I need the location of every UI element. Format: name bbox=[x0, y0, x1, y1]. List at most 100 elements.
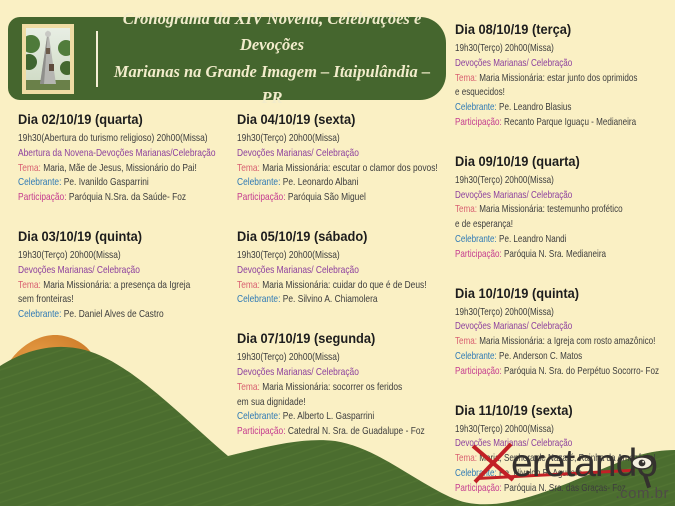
entry-line: Participação: Catedral N. Sra. de Guadal… bbox=[237, 424, 425, 439]
entry-text: 19h30(Terço) 20h00(Missa) bbox=[237, 132, 340, 144]
entry-date: Dia 11/10/19 (sexta) bbox=[455, 402, 573, 418]
entry-text: Maria Missionária: estar junto dos oprim… bbox=[477, 71, 638, 84]
mary-statue-photo bbox=[22, 23, 74, 94]
entry-line: Celebrante: Pe. Alberto L. Gasparrini bbox=[237, 409, 410, 424]
entry-label-devocao: Devoções Marianas/ Celebração bbox=[237, 146, 359, 159]
schedule-entry: Dia 07/10/19 (segunda) 19h30(Terço) 20h00… bbox=[237, 331, 453, 439]
entry-line: 19h30(Abertura do turismo religioso) 20h… bbox=[18, 131, 208, 146]
entry-date: Dia 04/10/19 (sexta) bbox=[237, 112, 356, 127]
entry-label-tema: Tema: bbox=[237, 278, 260, 291]
entry-line: 19h30(Terço) 20h00(Missa) bbox=[455, 422, 624, 437]
entry-line: Celebrante: Pe. Leandro Nandi bbox=[455, 232, 624, 247]
entry-label-devocao: Devoções Marianas/ Celebração bbox=[455, 437, 573, 450]
entry-label-devocao: Devoções Marianas/ Celebração bbox=[455, 320, 573, 333]
entry-line: 19h30(Terço) 20h00(Missa) bbox=[237, 350, 410, 365]
entry-text: Recanto Parque Iguaçu - Medianeira bbox=[501, 115, 637, 128]
schedule-column-2: Dia 04/10/19 (sexta) 19h30(Terço) 20h00(M… bbox=[237, 112, 453, 463]
entry-text: Pe. Alberto L. Gasparrini bbox=[280, 410, 375, 423]
watermark-domain: .com.br bbox=[615, 485, 669, 502]
entry-label-celebrante: Celebrante: bbox=[455, 101, 497, 114]
entry-line: Devoções Marianas/ Celebração bbox=[18, 263, 191, 278]
schedule-entry: Dia 08/10/19 (terça) 19h30(Terço) 20h00(M… bbox=[455, 22, 675, 130]
entry-line: Devoções Marianas/ Celebração bbox=[237, 365, 410, 380]
entry-date: Dia 09/10/19 (quarta) bbox=[455, 153, 580, 169]
schedule-entry: Dia 04/10/19 (sexta) 19h30(Terço) 20h00(M… bbox=[237, 112, 453, 205]
entry-label-tema: Tema: bbox=[18, 161, 41, 174]
entry-text: e de esperança! bbox=[455, 218, 513, 231]
entry-label-participacao: Participação: bbox=[237, 191, 286, 204]
entry-text: Maria Missionária: socorrer os feridos bbox=[259, 380, 403, 393]
entry-line: Celebrante: Pe. Leonardo Albani bbox=[237, 175, 410, 190]
schedule-entry: Dia 02/10/19 (quarta) 19h30(Abertura do t… bbox=[18, 112, 234, 205]
entry-text: 19h30(Terço) 20h00(Missa) bbox=[455, 173, 554, 186]
entry-text: 19h30(Terço) 20h00(Missa) bbox=[18, 248, 121, 261]
entry-text: Pe. Leandro Blasius bbox=[496, 101, 572, 114]
entry-label-participacao: Participação: bbox=[455, 481, 502, 494]
entry-text: Catedral N. Sra. de Guadalupe - Foz bbox=[285, 425, 425, 438]
entry-text: Pe. Daniel Alves de Castro bbox=[61, 308, 164, 321]
entry-text: Maria Missionária: a presença da Igreja bbox=[40, 278, 191, 291]
entry-text: Pe. Ivanildo Gasparrini bbox=[61, 176, 149, 189]
entry-line: Devoções Marianas/ Celebração bbox=[455, 436, 624, 451]
entry-label-tema: Tema: bbox=[237, 380, 260, 393]
entry-line: Celebrante: Pe. Daniel Alves de Castro bbox=[18, 307, 191, 322]
entry-line: Participação: Paróquia N.Sra. da Saúde- … bbox=[18, 190, 191, 205]
page-title-line1: Cronograma da XIV Novena, Celebrações e … bbox=[122, 8, 422, 55]
entry-label-devocao: Devoções Marianas/ Celebração bbox=[237, 365, 359, 378]
entry-text: Maria Missionária: testemunho profético bbox=[477, 203, 623, 216]
entry-text: Paróquia São Miguel bbox=[285, 191, 366, 204]
entry-label-devocao: Devoções Marianas/ Celebração bbox=[237, 263, 359, 276]
entry-label-celebrante: Celebrante: bbox=[18, 176, 62, 189]
entry-label-participacao: Participação: bbox=[455, 364, 502, 377]
schedule-column-1: Dia 02/10/19 (quarta) 19h30(Abertura do t… bbox=[18, 112, 234, 346]
schedule-entry: Dia 09/10/19 (quarta) 19h30(Terço) 20h00(… bbox=[455, 154, 675, 262]
entry-label-tema: Tema: bbox=[18, 278, 41, 291]
schedule-entry: Dia 03/10/19 (quinta) 19h30(Terço) 20h00(… bbox=[18, 229, 234, 322]
entry-text: em sua dignidade! bbox=[237, 395, 306, 408]
entry-line: Tema: Maria Missionária: cuidar do que é… bbox=[237, 278, 427, 293]
entry-line: e esquecidos! bbox=[455, 85, 624, 100]
entry-label-devocao: Devoções Marianas/ Celebração bbox=[455, 188, 573, 201]
entry-date: Dia 08/10/19 (terça) bbox=[455, 22, 572, 37]
entry-text: Pe. Silvino A. Chiamolera bbox=[280, 293, 378, 306]
entry-text: 19h30(Terço) 20h00(Missa) bbox=[455, 422, 554, 435]
entry-line: 19h30(Terço) 20h00(Missa) bbox=[18, 248, 191, 263]
entry-line: Tema: Maria, Senhora de Nazaré, Rainha d… bbox=[455, 451, 655, 466]
entry-line: Participação: Recanto Parque Iguaçu - Me… bbox=[455, 115, 636, 130]
entry-line: sem fronteiras! bbox=[18, 292, 191, 307]
entry-line: 19h30(Terço) 20h00(Missa) bbox=[455, 305, 624, 320]
entry-line: Participação: Paróquia São Miguel bbox=[237, 190, 410, 205]
entry-label-celebrante: Celebrante: bbox=[455, 349, 497, 362]
entry-label-tema: Tema: bbox=[237, 161, 260, 174]
entry-line: Tema: Maria Missionária: a presença da I… bbox=[18, 278, 191, 293]
entry-line: Devoções Marianas/ Celebração bbox=[455, 319, 624, 334]
entry-text: Pe. Leandro Nandi bbox=[496, 232, 567, 245]
watermark: eretando .com.br bbox=[463, 430, 673, 502]
schedule-entry: Dia 05/10/19 (sábado) 19h30(Terço) 20h00(… bbox=[237, 229, 453, 307]
entry-line: 19h30(Terço) 20h00(Missa) bbox=[455, 173, 624, 188]
entry-line: Devoções Marianas/ Celebração bbox=[455, 56, 624, 71]
entry-text: Maria Missionária: a Igreja com rosto am… bbox=[477, 335, 656, 348]
entry-label-participacao: Participação: bbox=[455, 247, 502, 260]
entry-label-tema: Tema: bbox=[455, 335, 478, 348]
entry-label-celebrante: Celebrante: bbox=[18, 308, 62, 321]
entry-text: 19h30(Abertura do turismo religioso) 20h… bbox=[18, 132, 208, 144]
entry-date: Dia 07/10/19 (segunda) bbox=[237, 331, 376, 347]
entry-line: 19h30(Terço) 20h00(Missa) bbox=[455, 41, 624, 56]
entry-line: Devoções Marianas/ Celebração bbox=[237, 263, 410, 278]
entry-label-tema: Tema: bbox=[455, 71, 478, 84]
entry-text: sem fronteiras! bbox=[18, 293, 74, 306]
header-divider bbox=[96, 30, 98, 87]
entry-text: Paróquia N. Sra. das Graças- Foz bbox=[501, 481, 626, 494]
entry-text: Pe. Anderson C. Matos bbox=[496, 349, 583, 362]
entry-text: Maria Missionária: escutar o clamor dos … bbox=[259, 161, 438, 174]
entry-line: 19h30(Terço) 20h00(Missa) bbox=[237, 248, 410, 263]
entry-text: Paróquia N.Sra. da Saúde- Foz bbox=[66, 191, 187, 204]
entry-text: 19h30(Terço) 20h00(Missa) bbox=[455, 305, 554, 318]
entry-text: Paróquia N. Sra. Medianeira bbox=[501, 247, 607, 260]
entry-text: 19h30(Terço) 20h00(Missa) bbox=[237, 248, 340, 261]
entry-line: em sua dignidade! bbox=[237, 395, 410, 410]
entry-label-celebrante: Celebrante: bbox=[237, 410, 281, 423]
schedule-column-3: Dia 08/10/19 (terça) 19h30(Terço) 20h00(M… bbox=[455, 22, 675, 506]
entry-label-celebrante: Celebrante: bbox=[455, 232, 497, 245]
